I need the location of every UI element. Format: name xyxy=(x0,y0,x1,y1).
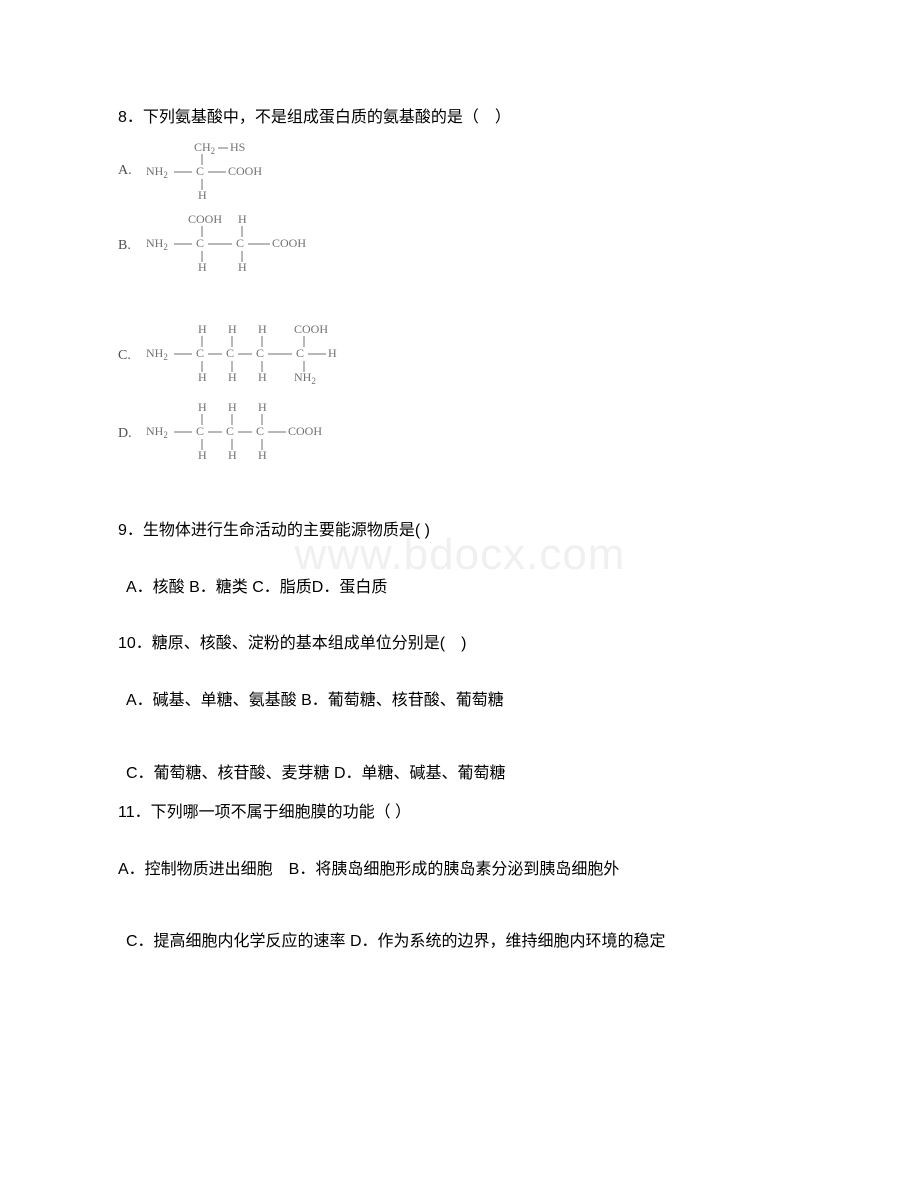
svg-text:COOH: COOH xyxy=(228,164,262,178)
svg-text:C: C xyxy=(226,346,234,360)
svg-text:H: H xyxy=(328,346,337,360)
svg-text:H: H xyxy=(198,260,207,274)
svg-text:HS: HS xyxy=(230,141,245,154)
svg-text:H: H xyxy=(258,370,267,384)
svg-text:CH2: CH2 xyxy=(194,141,215,156)
svg-text:COOH: COOH xyxy=(188,213,222,226)
q8-text: 8．下列氨基酸中，不是组成蛋白质的氨基酸的是（ ） xyxy=(118,104,802,133)
svg-text:H: H xyxy=(228,370,237,384)
svg-text:C: C xyxy=(296,346,304,360)
q8-option-c: C. H H H COOH NH2 C C C xyxy=(118,323,802,389)
page-content: 8．下列氨基酸中，不是组成蛋白质的氨基酸的是（ ） A. CH2 HS NH2 … xyxy=(118,104,802,957)
svg-text:COOH: COOH xyxy=(272,236,306,250)
question-8: 8．下列氨基酸中，不是组成蛋白质的氨基酸的是（ ） A. CH2 HS NH2 … xyxy=(118,104,802,467)
svg-text:C: C xyxy=(256,424,264,438)
q8-option-b: B. COOH H NH2 C C COOH H H xyxy=(118,213,802,279)
svg-text:C: C xyxy=(236,236,244,250)
svg-text:H: H xyxy=(258,448,267,462)
q9-text: 9．生物体进行生命活动的主要能源物质是( ) xyxy=(118,517,802,546)
svg-text:C: C xyxy=(196,236,204,250)
svg-text:H: H xyxy=(198,401,207,414)
q11-row2: C．提高细胞内化学反应的速率 D．作为系统的边界，维持细胞内环境的稳定 xyxy=(126,928,802,957)
question-11: 11．下列哪一项不属于细胞膜的功能（ ） A．控制物质进出细胞 B．将胰岛细胞形… xyxy=(118,799,802,957)
q11-row1: A．控制物质进出细胞 B．将胰岛细胞形成的胰岛素分泌到胰岛细胞外 xyxy=(118,856,802,885)
q8-option-d: D. H H H NH2 C C C COOH xyxy=(118,401,802,467)
q11-text: 11．下列哪一项不属于细胞膜的功能（ ） xyxy=(118,799,802,828)
svg-text:NH2: NH2 xyxy=(146,346,168,362)
svg-text:H: H xyxy=(238,260,247,274)
question-9: 9．生物体进行生命活动的主要能源物质是( ) A．核酸 B．糖类 C．脂质D．蛋… xyxy=(118,517,802,603)
q10-row1: A．碱基、单糖、氨基酸 B．葡萄糖、核苷酸、葡萄糖 xyxy=(126,687,802,716)
svg-text:NH2: NH2 xyxy=(146,164,168,180)
svg-text:H: H xyxy=(258,401,267,414)
svg-text:H: H xyxy=(198,188,207,201)
chem-structure-d: H H H NH2 C C C COOH xyxy=(146,401,346,467)
svg-text:H: H xyxy=(238,213,247,226)
svg-text:C: C xyxy=(196,424,204,438)
svg-text:COOH: COOH xyxy=(288,424,322,438)
svg-text:H: H xyxy=(198,370,207,384)
question-10: 10．糖原、核酸、淀粉的基本组成单位分别是( ) A．碱基、单糖、氨基酸 B．葡… xyxy=(118,630,802,788)
svg-text:H: H xyxy=(228,448,237,462)
svg-text:H: H xyxy=(198,323,207,336)
chem-structure-b: COOH H NH2 C C COOH H H xyxy=(146,213,326,279)
q8-option-a: A. CH2 HS NH2 C COOH H xyxy=(118,141,802,201)
svg-text:COOH: COOH xyxy=(294,323,328,336)
chem-structure-c: H H H COOH NH2 C C C C xyxy=(146,323,376,389)
q10-text: 10．糖原、核酸、淀粉的基本组成单位分别是( ) xyxy=(118,630,802,659)
svg-text:C: C xyxy=(226,424,234,438)
q10-row2: C．葡萄糖、核苷酸、麦芽糖 D．单糖、碱基、葡萄糖 xyxy=(126,760,802,789)
q8-d-label: D. xyxy=(118,427,146,441)
svg-text:NH2: NH2 xyxy=(146,424,168,440)
svg-text:H: H xyxy=(198,448,207,462)
svg-text:NH2: NH2 xyxy=(294,370,316,386)
q8-b-label: B. xyxy=(118,239,146,253)
q9-options: A．核酸 B．糖类 C．脂质D．蛋白质 xyxy=(126,574,802,603)
svg-text:C: C xyxy=(256,346,264,360)
q8-a-label: A. xyxy=(118,164,146,178)
svg-text:NH2: NH2 xyxy=(146,236,168,252)
svg-text:C: C xyxy=(196,346,204,360)
svg-text:H: H xyxy=(258,323,267,336)
q8-c-label: C. xyxy=(118,349,146,363)
svg-text:H: H xyxy=(228,323,237,336)
chem-structure-a: CH2 HS NH2 C COOH H xyxy=(146,141,276,201)
svg-text:C: C xyxy=(196,164,204,178)
svg-text:H: H xyxy=(228,401,237,414)
